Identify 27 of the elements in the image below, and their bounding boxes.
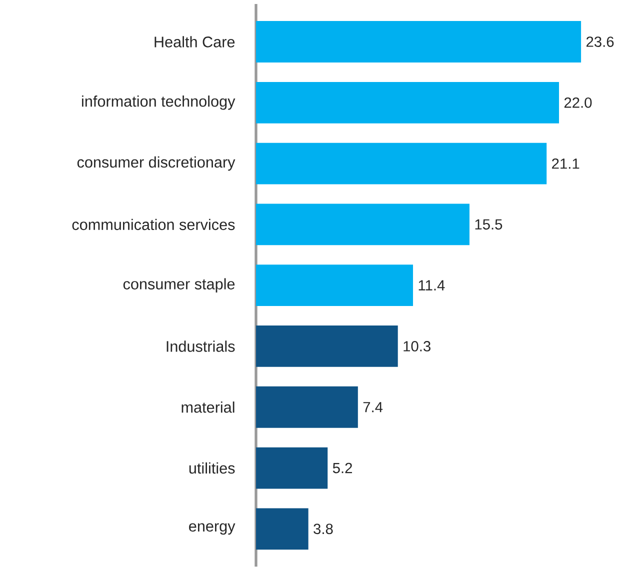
bar	[256, 142, 547, 184]
y-tick-label: Health Care	[154, 36, 235, 48]
y-tick-label: communication services	[72, 218, 235, 230]
bar	[256, 447, 328, 489]
y-tick-label: information technology	[82, 96, 236, 110]
bar	[256, 82, 559, 124]
data-label: 21.1	[552, 158, 580, 169]
bar	[256, 508, 308, 550]
data-label: 10.3	[404, 341, 430, 352]
y-tick-label: Industrials	[166, 340, 235, 352]
data-label: 22.0	[564, 97, 592, 108]
y-tick-label: consumer staple	[123, 278, 235, 292]
bar	[256, 21, 582, 62]
data-label: 5.2	[332, 462, 352, 474]
y-tick-label: consumer discretionary	[77, 156, 236, 171]
data-label: 15.5	[475, 219, 502, 230]
data-label: 23.6	[586, 36, 614, 47]
bar	[256, 386, 358, 428]
data-label: 3.8	[314, 524, 333, 534]
data-label: 7.4	[363, 402, 383, 412]
bar	[256, 326, 398, 367]
y-tick-label: material	[182, 402, 234, 413]
bar	[256, 204, 470, 246]
bar	[256, 264, 414, 306]
data-label: 11.4	[418, 280, 445, 290]
y-tick-label: energy	[189, 523, 236, 535]
y-tick-label: utilities	[189, 462, 235, 474]
